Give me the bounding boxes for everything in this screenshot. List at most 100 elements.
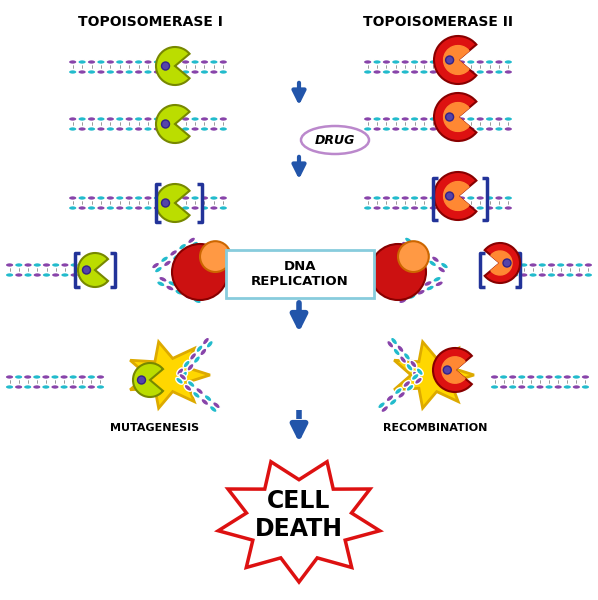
Ellipse shape: [205, 395, 212, 401]
Ellipse shape: [69, 374, 78, 379]
Ellipse shape: [563, 374, 572, 379]
Ellipse shape: [96, 70, 105, 74]
Ellipse shape: [69, 263, 79, 268]
Ellipse shape: [572, 385, 581, 389]
Ellipse shape: [504, 205, 513, 211]
Ellipse shape: [5, 385, 14, 389]
Ellipse shape: [485, 116, 494, 121]
Ellipse shape: [162, 59, 171, 64]
Ellipse shape: [181, 59, 190, 64]
Ellipse shape: [186, 289, 194, 295]
Ellipse shape: [475, 59, 485, 64]
Ellipse shape: [393, 348, 400, 356]
Ellipse shape: [429, 116, 438, 121]
Ellipse shape: [417, 289, 425, 295]
Ellipse shape: [144, 70, 152, 74]
Ellipse shape: [87, 116, 96, 121]
Ellipse shape: [517, 374, 526, 379]
Ellipse shape: [495, 127, 504, 131]
Ellipse shape: [184, 385, 192, 391]
Ellipse shape: [23, 263, 32, 268]
Ellipse shape: [398, 391, 405, 398]
Ellipse shape: [457, 116, 466, 121]
Ellipse shape: [373, 70, 382, 74]
Ellipse shape: [78, 59, 87, 64]
Ellipse shape: [410, 59, 419, 64]
Ellipse shape: [401, 127, 410, 131]
Ellipse shape: [191, 59, 200, 64]
Ellipse shape: [87, 374, 96, 379]
Ellipse shape: [170, 250, 178, 256]
Circle shape: [446, 56, 454, 64]
Ellipse shape: [219, 70, 228, 74]
Ellipse shape: [144, 205, 152, 211]
Ellipse shape: [96, 116, 105, 121]
Ellipse shape: [106, 116, 115, 121]
Ellipse shape: [519, 272, 529, 277]
Ellipse shape: [134, 205, 143, 211]
Ellipse shape: [153, 59, 162, 64]
Ellipse shape: [175, 289, 183, 295]
Ellipse shape: [495, 59, 504, 64]
Ellipse shape: [87, 127, 96, 131]
Ellipse shape: [203, 337, 209, 345]
Ellipse shape: [363, 196, 372, 200]
Ellipse shape: [50, 374, 59, 379]
Ellipse shape: [191, 196, 200, 200]
Ellipse shape: [438, 116, 447, 121]
Ellipse shape: [153, 70, 162, 74]
Circle shape: [161, 199, 169, 207]
Ellipse shape: [134, 196, 143, 200]
Ellipse shape: [410, 127, 419, 131]
Ellipse shape: [466, 70, 475, 74]
Ellipse shape: [134, 70, 143, 74]
Ellipse shape: [419, 196, 428, 200]
Circle shape: [161, 120, 169, 128]
Ellipse shape: [499, 385, 508, 389]
Ellipse shape: [154, 266, 163, 273]
Ellipse shape: [475, 196, 485, 200]
Ellipse shape: [447, 196, 456, 200]
Ellipse shape: [51, 272, 60, 277]
Ellipse shape: [363, 59, 372, 64]
Ellipse shape: [447, 116, 456, 121]
Ellipse shape: [499, 374, 508, 379]
Ellipse shape: [144, 59, 152, 64]
Ellipse shape: [435, 281, 443, 287]
Ellipse shape: [382, 59, 391, 64]
Ellipse shape: [410, 116, 419, 121]
Ellipse shape: [411, 247, 419, 254]
Ellipse shape: [172, 205, 181, 211]
Ellipse shape: [134, 59, 143, 64]
Ellipse shape: [426, 285, 434, 291]
Ellipse shape: [5, 263, 14, 268]
Wedge shape: [485, 243, 520, 283]
Ellipse shape: [79, 263, 88, 268]
Ellipse shape: [447, 127, 456, 131]
Wedge shape: [156, 105, 190, 143]
Ellipse shape: [410, 196, 419, 200]
Ellipse shape: [414, 377, 422, 384]
Ellipse shape: [106, 196, 115, 200]
Ellipse shape: [538, 263, 547, 268]
Ellipse shape: [172, 59, 181, 64]
Circle shape: [370, 244, 426, 300]
Ellipse shape: [495, 116, 504, 121]
Ellipse shape: [162, 205, 171, 211]
Ellipse shape: [457, 59, 466, 64]
Ellipse shape: [406, 364, 413, 371]
Ellipse shape: [373, 127, 382, 131]
Ellipse shape: [429, 205, 438, 211]
Ellipse shape: [401, 205, 410, 211]
Circle shape: [200, 241, 231, 272]
Ellipse shape: [209, 116, 218, 121]
Ellipse shape: [200, 205, 209, 211]
Wedge shape: [444, 182, 469, 211]
Ellipse shape: [363, 127, 372, 131]
Ellipse shape: [153, 205, 162, 211]
Ellipse shape: [391, 196, 400, 200]
Ellipse shape: [200, 59, 209, 64]
Ellipse shape: [172, 127, 181, 131]
Ellipse shape: [504, 116, 513, 121]
Ellipse shape: [538, 272, 547, 277]
